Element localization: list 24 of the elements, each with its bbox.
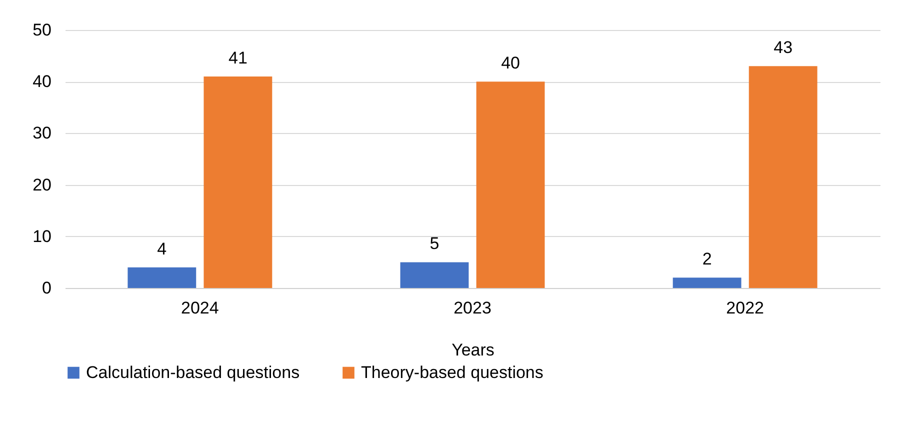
y-tick-label: 20 xyxy=(32,175,52,194)
bar xyxy=(204,76,272,288)
y-tick-label: 30 xyxy=(32,124,52,143)
bar xyxy=(400,262,469,288)
x-axis-title: Years xyxy=(452,340,494,360)
y-tick-label: 10 xyxy=(32,226,52,246)
y-tick-label: 50 xyxy=(32,20,52,40)
legend-label: Calculation-based questions xyxy=(86,362,300,382)
data-label: 4 xyxy=(157,239,167,258)
data-label: 43 xyxy=(774,38,793,58)
x-tick-label: 2022 xyxy=(726,298,764,318)
data-label: 2 xyxy=(702,250,712,269)
bar xyxy=(748,66,818,288)
legend-label: Theory-based questions xyxy=(361,362,544,382)
data-label: 40 xyxy=(501,54,520,73)
y-tick-label: 0 xyxy=(42,278,52,298)
y-tick-label: 40 xyxy=(32,72,52,92)
bar xyxy=(128,267,196,288)
x-tick-label: 2024 xyxy=(181,298,219,318)
bar xyxy=(672,278,742,288)
data-label: 41 xyxy=(228,48,248,68)
bar xyxy=(476,82,545,288)
data-label: 5 xyxy=(430,234,440,254)
x-tick-label: 2023 xyxy=(454,298,492,318)
